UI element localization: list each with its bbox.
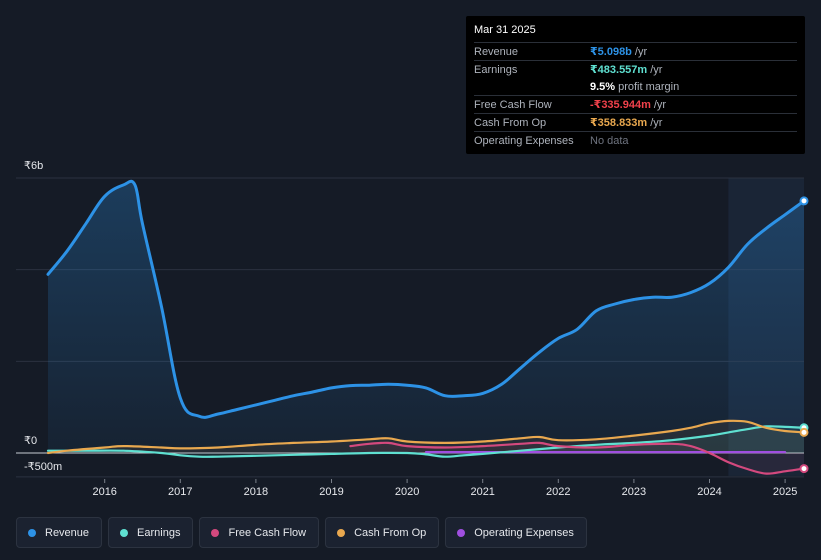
series-endpoints — [799, 196, 809, 474]
tooltip-row-value: ₹483.557m — [590, 64, 648, 76]
free_cash_flow-endpoint — [799, 464, 809, 474]
legend-item-revenue[interactable]: Revenue — [16, 517, 103, 548]
x-tick-label: 2019 — [319, 486, 343, 498]
legend-dot-icon — [457, 528, 466, 537]
tooltip-row: Revenue ₹5.098b/yr — [474, 42, 797, 60]
tooltip-row-unit: /yr — [650, 63, 663, 76]
tooltip-row-label: Operating Expenses — [474, 134, 574, 147]
tooltip-row: Free Cash Flow -₹335.944m/yr — [474, 95, 797, 113]
x-tick-label: 2022 — [546, 486, 570, 498]
tooltip-row-label: Cash From Op — [474, 116, 547, 129]
x-tick-label: 2021 — [470, 486, 494, 498]
legend-dot-icon — [120, 528, 129, 537]
legend-label: Operating Expenses — [474, 526, 574, 539]
cash_from_op-line — [46, 419, 806, 455]
tooltip-row-value: No data — [590, 134, 629, 147]
y-tick-top: ₹6b — [24, 160, 44, 172]
legend-item-free-cash-flow[interactable]: Free Cash Flow — [199, 517, 320, 548]
revenue-endpoint — [799, 196, 809, 206]
legend-item-cash-from-op[interactable]: Cash From Op — [325, 517, 440, 548]
tooltip-row: 9.5% profit margin — [474, 78, 797, 95]
legend-dot-icon — [28, 528, 36, 537]
tooltip-rows: Revenue ₹5.098b/yr Earnings ₹483.557m/yr 9.5… — [474, 42, 797, 149]
legend-dot-icon — [211, 528, 220, 537]
series-fills — [48, 181, 804, 474]
tooltip-row-unit: /yr — [653, 98, 667, 111]
data-tooltip: Mar 31 2025 Revenue ₹5.098b/yr Earnings ₹48… — [466, 16, 805, 154]
tooltip-row-unit: /yr — [650, 116, 663, 129]
tooltip-row: Earnings ₹483.557m/yr — [474, 60, 797, 78]
x-tick-label: 2016 — [92, 486, 116, 498]
tooltip-row-unit: profit margin — [618, 80, 680, 93]
legend-label: Cash From Op — [354, 526, 427, 539]
cash_from_op-endpoint — [799, 427, 809, 437]
tooltip-row-value: ₹5.098b — [590, 46, 632, 58]
series-lines — [46, 179, 806, 475]
revenue-line — [46, 179, 806, 419]
revenue-area — [48, 181, 804, 454]
tooltip-row-value: 9.5% — [590, 80, 616, 93]
chart-legend: Revenue Earnings Free Cash Flow Cash From O… — [16, 517, 587, 548]
tooltip-row-value: ₹358.833m — [590, 117, 648, 129]
tooltip-row-label: Earnings — [474, 63, 518, 76]
y-tick-bottom: -₹500m — [24, 461, 63, 473]
legend-dot-icon — [337, 528, 346, 537]
legend-label: Free Cash Flow — [228, 526, 307, 539]
tooltip-date: Mar 31 2025 — [474, 24, 536, 36]
x-tick-label: 2023 — [622, 486, 646, 498]
tooltip-row: Cash From Op ₹358.833m/yr — [474, 113, 797, 131]
x-axis-ticks: 2016 2017 2018 2019 2020 2021 2022 2023 2024 2025 — [92, 479, 797, 498]
tooltip-row-label: Revenue — [474, 45, 519, 58]
x-tick-label: 2024 — [697, 486, 721, 498]
x-tick-label: 2020 — [395, 486, 419, 498]
legend-item-earnings[interactable]: Earnings — [108, 517, 194, 548]
legend-label: Revenue — [45, 526, 90, 539]
x-tick-label: 2018 — [244, 486, 268, 498]
legend-item-operating-expenses[interactable]: Operating Expenses — [445, 517, 587, 548]
tooltip-row: Operating Expenses No data — [474, 131, 797, 149]
tooltip-row-unit: /yr — [634, 45, 648, 58]
legend-label: Earnings — [137, 526, 181, 539]
earnings-line — [46, 425, 806, 458]
tooltip-row-value: -₹335.944m — [590, 99, 651, 111]
tooltip-row-label: Free Cash Flow — [474, 98, 552, 111]
y-tick-zero: ₹0 — [24, 435, 38, 447]
x-tick-label: 2025 — [773, 486, 797, 498]
x-tick-label: 2017 — [168, 486, 192, 498]
free_cash_flow-line — [349, 441, 806, 475]
